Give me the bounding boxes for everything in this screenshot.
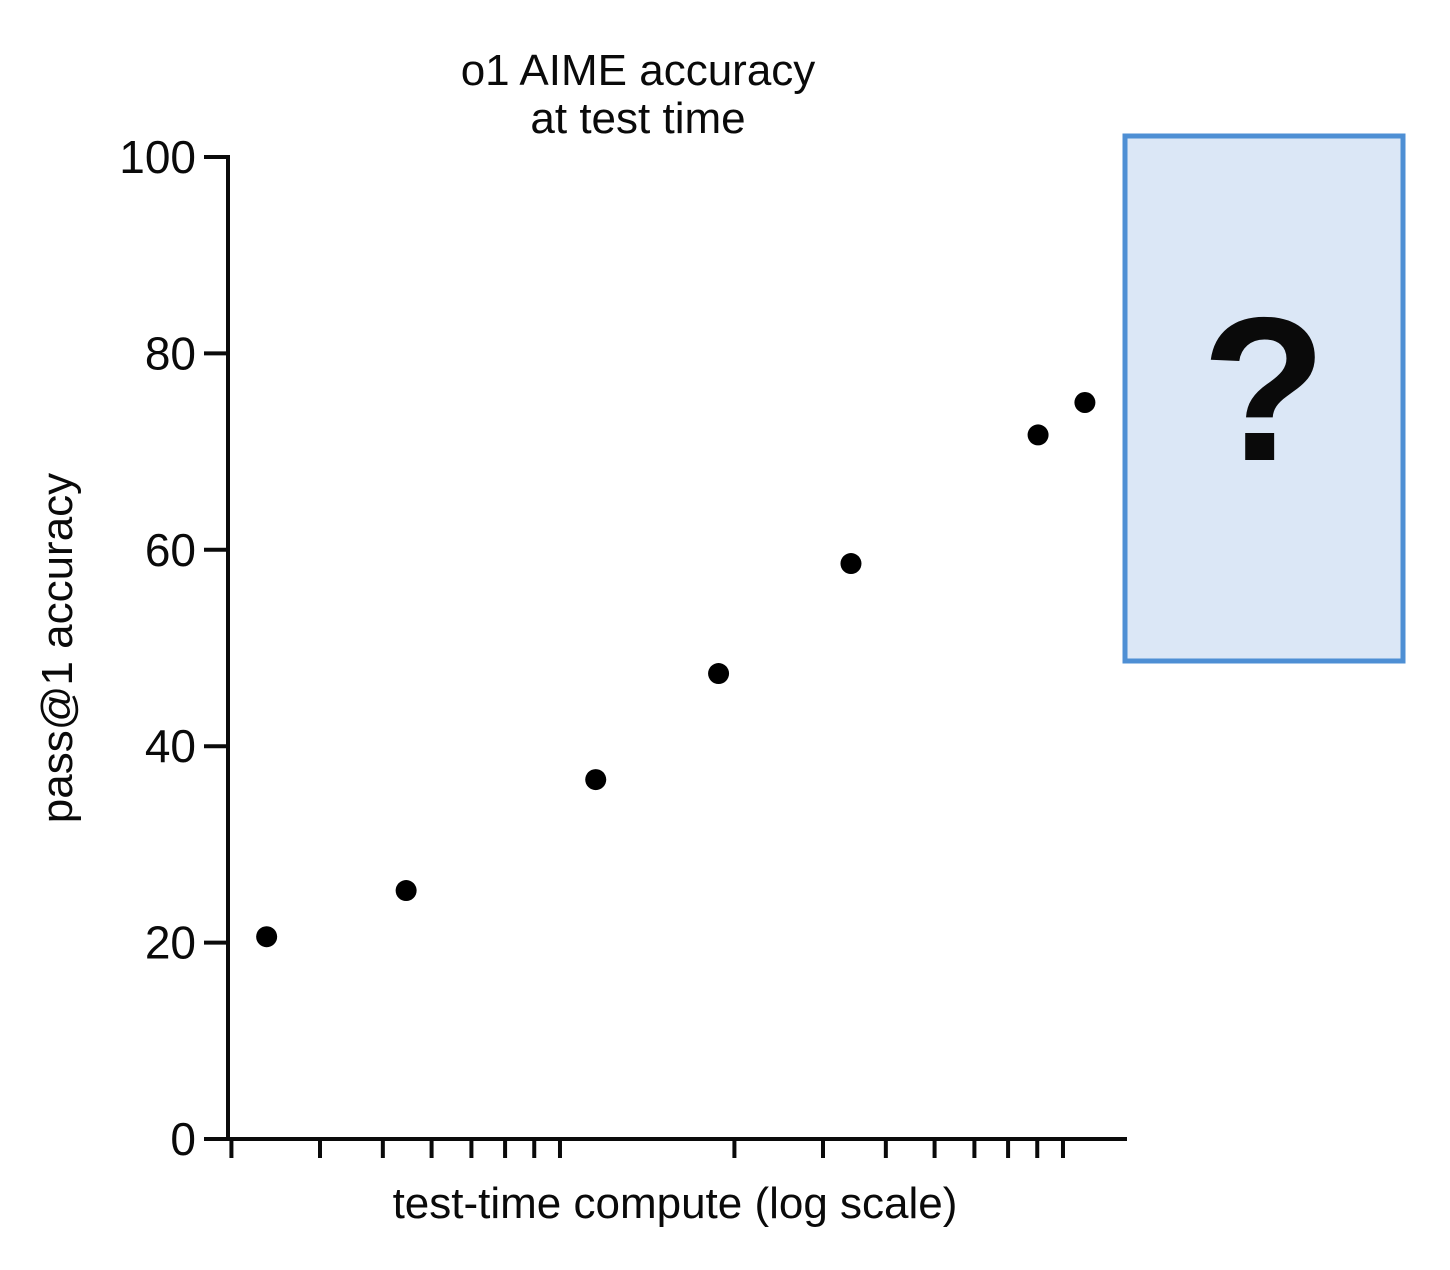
mystery-box	[1122, 133, 1406, 664]
x-axis-ticks	[229, 1140, 1065, 1158]
chart-title-line2: at test time	[530, 94, 745, 143]
data-points	[256, 392, 1096, 948]
y-tick-label: 60	[145, 524, 196, 576]
data-point	[1074, 392, 1096, 413]
data-point	[395, 880, 417, 902]
y-tick-label: 80	[145, 327, 196, 379]
y-tick-label: 100	[119, 131, 196, 183]
data-point	[708, 663, 730, 685]
data-point	[1027, 424, 1049, 446]
y-axis-label: pass@1 accuracy	[33, 473, 82, 823]
x-axis-label: test-time compute (log scale)	[393, 1179, 958, 1228]
y-axis-ticks: 0 20 40 60 80 100	[119, 131, 230, 1165]
mystery-overlay: ?	[1122, 133, 1406, 664]
data-point	[256, 926, 278, 948]
data-point	[585, 769, 607, 791]
question-mark: ?	[1201, 275, 1326, 504]
y-tick-label: 20	[145, 917, 196, 969]
data-point	[840, 553, 862, 575]
y-tick-label: 0	[170, 1113, 196, 1165]
chart-title-line1: o1 AIME accuracy	[461, 46, 816, 95]
y-tick-label: 40	[145, 720, 196, 772]
